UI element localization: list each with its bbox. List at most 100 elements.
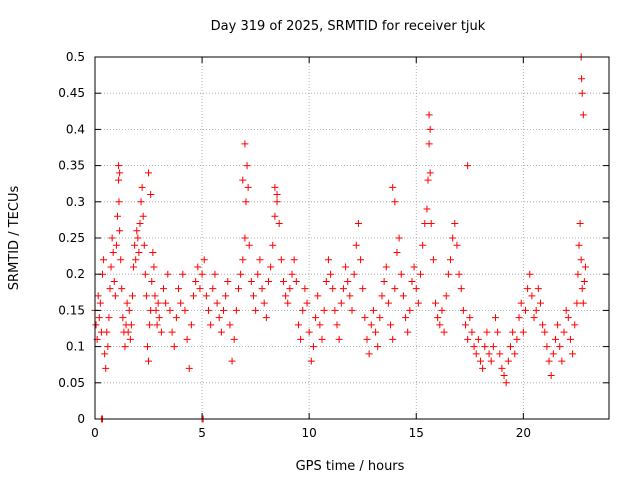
data-point	[526, 270, 534, 278]
data-point	[116, 169, 124, 177]
data-point	[95, 314, 103, 322]
data-point	[137, 198, 145, 206]
data-point	[162, 299, 170, 307]
data-point	[100, 256, 108, 264]
data-point	[472, 350, 480, 358]
data-point	[498, 364, 506, 372]
data-point	[397, 270, 405, 278]
data-point	[406, 306, 414, 314]
data-point	[305, 328, 313, 336]
data-point	[115, 162, 123, 170]
data-point	[335, 335, 343, 343]
data-point	[462, 321, 470, 329]
data-point	[342, 263, 350, 271]
data-point	[376, 314, 384, 322]
data-point	[157, 328, 165, 336]
data-point	[215, 314, 223, 322]
data-point	[200, 256, 208, 264]
data-point	[131, 241, 139, 249]
data-point	[286, 285, 294, 293]
data-point	[329, 285, 337, 293]
data-point	[566, 335, 574, 343]
data-point	[202, 292, 210, 300]
x-tick-label: 5	[198, 426, 206, 440]
data-point	[125, 306, 133, 314]
data-point	[309, 343, 317, 351]
data-point	[440, 328, 448, 336]
data-point	[426, 169, 434, 177]
data-point	[372, 328, 380, 336]
data-point	[543, 343, 551, 351]
data-point	[260, 299, 268, 307]
data-point	[168, 328, 176, 336]
data-point	[556, 343, 564, 351]
data-point	[314, 292, 322, 300]
data-point	[185, 364, 193, 372]
y-tick-label: 0.3	[66, 195, 85, 209]
data-point	[177, 299, 185, 307]
data-point	[150, 263, 158, 271]
data-point	[220, 306, 227, 314]
data-point	[524, 285, 532, 293]
data-point	[151, 292, 159, 300]
data-point	[339, 285, 347, 293]
data-point	[421, 220, 429, 228]
plot-border	[94, 56, 610, 420]
data-point	[504, 357, 512, 365]
data-point	[387, 321, 395, 329]
data-point	[506, 343, 514, 351]
data-point	[228, 357, 236, 365]
data-point	[577, 256, 585, 264]
data-point	[316, 321, 324, 329]
data-point	[436, 321, 444, 329]
data-point	[489, 343, 497, 351]
data-point	[115, 198, 123, 206]
data-point	[152, 306, 160, 314]
data-point	[571, 321, 579, 329]
data-point	[344, 277, 352, 285]
data-point	[245, 241, 253, 249]
data-point	[119, 314, 127, 322]
data-point	[217, 328, 225, 336]
data-point	[320, 306, 328, 314]
data-point	[126, 335, 134, 343]
data-point	[453, 241, 461, 249]
data-point	[536, 299, 544, 307]
data-point	[578, 285, 586, 293]
data-point	[395, 234, 403, 242]
data-point	[534, 285, 542, 293]
data-point	[417, 270, 425, 278]
y-tick-label: 0.35	[58, 159, 85, 173]
data-point	[134, 234, 142, 242]
data-point	[447, 256, 455, 264]
data-point	[412, 285, 420, 293]
data-point	[429, 256, 437, 264]
data-point	[275, 220, 283, 228]
data-point	[513, 335, 521, 343]
data-point	[138, 183, 146, 191]
data-point	[551, 335, 559, 343]
data-point	[515, 314, 523, 322]
data-point	[425, 140, 433, 148]
data-point	[117, 256, 125, 264]
data-point	[464, 335, 472, 343]
data-point	[424, 176, 432, 184]
data-point	[297, 335, 305, 343]
data-point	[146, 321, 154, 329]
y-tick-label: 0.05	[58, 376, 85, 390]
data-point	[547, 372, 555, 380]
data-point	[164, 270, 172, 278]
data-point	[414, 299, 422, 307]
data-point	[307, 357, 315, 365]
data-point	[579, 111, 587, 119]
data-point	[327, 270, 335, 278]
data-point	[94, 292, 102, 300]
data-point	[222, 292, 230, 300]
data-point	[532, 306, 540, 314]
y-tick-label: 0.1	[66, 340, 85, 354]
data-point	[132, 256, 140, 264]
data-point	[258, 285, 266, 293]
data-point	[318, 335, 326, 343]
data-point	[549, 350, 557, 358]
